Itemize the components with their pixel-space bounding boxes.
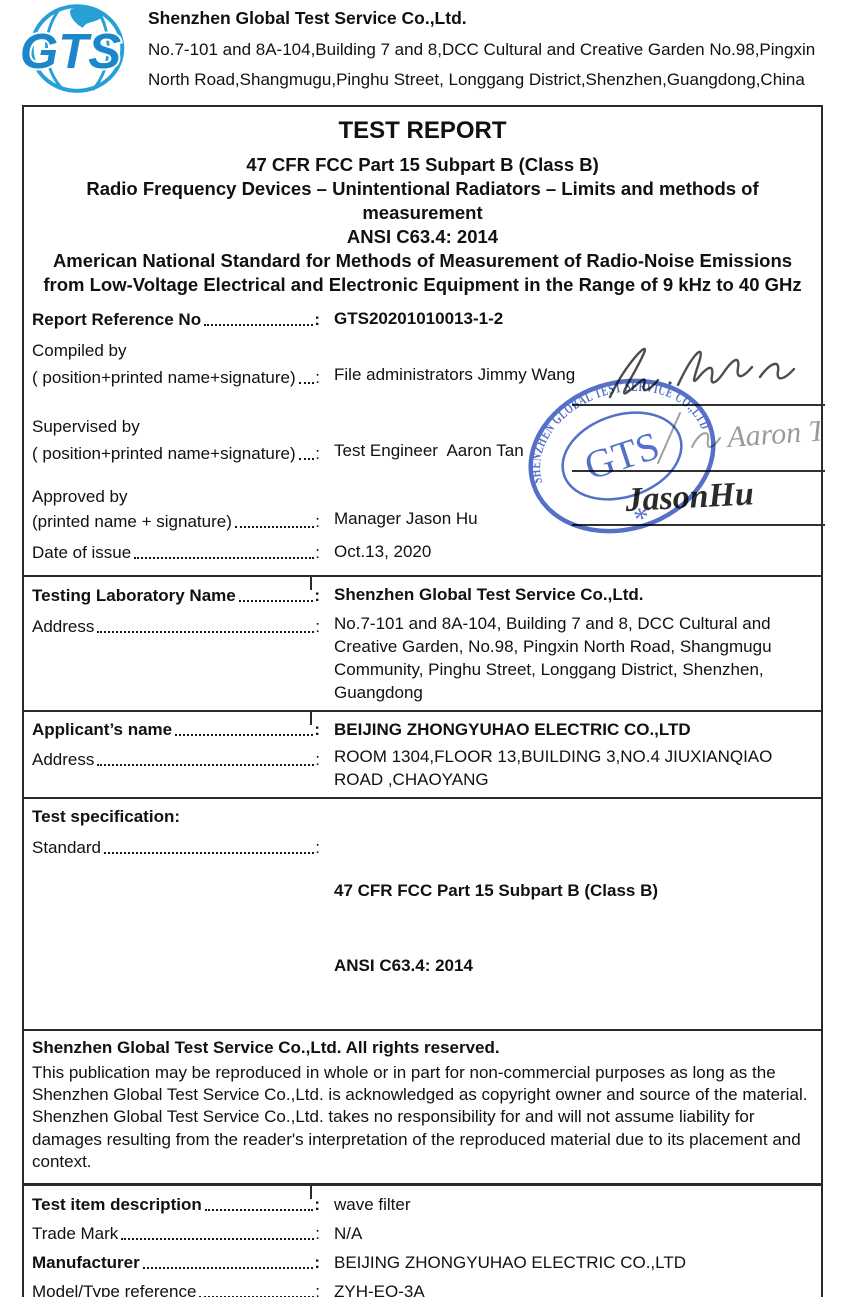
row-applicant-name: Applicant’s name: BEIJING ZHONGYUHAO ELE… (32, 716, 813, 745)
compiled-by-block: Compiled by ( position+printed name+sign… (32, 338, 813, 388)
row-trade-mark: Trade Mark: N/A (32, 1220, 813, 1249)
title-standard-2: Radio Frequency Devices – Unintentional … (86, 178, 759, 224)
title-standard-3: ANSI C63.4: 2014 (346, 226, 499, 248)
letterhead-text: Shenzhen Global Test Service Co.,Ltd. No… (142, 2, 815, 100)
compiled-by-label: Compiled by (32, 341, 127, 361)
dotted-leader (97, 763, 315, 766)
report-reference-value: GTS20201010013-1-2 (334, 309, 504, 329)
standard-label: Standard (32, 837, 101, 857)
section-item-details: Test item description: wave filter Trade… (24, 1185, 821, 1297)
supervised-by-label: Supervised by (32, 417, 140, 437)
row-date-of-issue: Date of issue: Oct.13, 2020 (32, 538, 813, 567)
dotted-leader (175, 734, 314, 737)
rights-reserved-line: Shenzhen Global Test Service Co.,Ltd. Al… (32, 1038, 500, 1058)
lab-name-value: Shenzhen Global Test Service Co.,Ltd. (334, 585, 644, 605)
dotted-leader (298, 382, 315, 385)
date-of-issue-value: Oct.13, 2020 (334, 542, 432, 562)
approved-by-value: Manager Jason Hu (334, 509, 478, 529)
report-box: TEST REPORT 47 CFR FCC Part 15 Subpart B… (22, 105, 825, 1297)
report-title: TEST REPORT (338, 117, 507, 144)
lab-address-value: No.7-101 and 8A-104, Building 7 and 8, D… (334, 614, 777, 702)
row-approved-by: (printed name + signature): Manager Jaso… (32, 508, 813, 532)
title-standard-4: American National Standard for Methods o… (43, 250, 802, 296)
gts-logo-icon: GTS (18, 4, 125, 93)
report-reference-label: Report Reference No (32, 309, 202, 329)
applicant-address-label: Address (32, 749, 95, 769)
row-standard: Standard: 47 CFR FCC Part 15 Subpart B (… (32, 833, 813, 1026)
title-standard-1: 47 CFR FCC Part 15 Subpart B (Class B) (246, 154, 599, 175)
dotted-leader (238, 599, 314, 602)
compiled-by-value: File administrators Jimmy Wang (334, 365, 576, 385)
dotted-leader (298, 458, 315, 461)
row-manufacturer: Manufacturer: BEIJING ZHONGYUHAO ELECTRI… (32, 1249, 813, 1278)
lab-name-label: Testing Laboratory Name (32, 585, 236, 605)
row-applicant-address: Address: ROOM 1304,FLOOR 13,BUILDING 3,N… (32, 745, 813, 793)
applicant-address-value: ROOM 1304,FLOOR 13,BUILDING 3,NO.4 JIUXI… (334, 746, 778, 789)
dotted-leader (121, 1238, 315, 1241)
dotted-leader (234, 526, 315, 529)
section-laboratory: Testing Laboratory Name: Shenzhen Global… (24, 577, 821, 712)
date-of-issue-label: Date of issue (32, 542, 132, 562)
lab-address-label: Address (32, 617, 95, 637)
test-item-value: wave filter (334, 1194, 411, 1214)
section-test-specification: Test specification: Standard: 47 CFR FCC… (24, 799, 821, 1032)
letterhead: GTS Shenzhen Global Test Service Co.,Ltd… (14, 2, 829, 100)
column-divider-tick (310, 1185, 312, 1199)
dotted-leader (104, 851, 315, 854)
trade-mark-label: Trade Mark (32, 1224, 119, 1244)
standard-value-line-1: 47 CFR FCC Part 15 Subpart B (Class B) (334, 880, 659, 900)
copyright-paragraph: This publication may be reproduced in wh… (32, 1063, 808, 1171)
approved-by-block: Approved by (printed name + signature): … (32, 486, 813, 532)
model-label: Model/Type reference (32, 1282, 197, 1297)
dotted-leader (204, 1209, 314, 1212)
test-specification-heading: Test specification: (32, 806, 180, 826)
column-divider-tick (310, 577, 312, 591)
applicant-name-label: Applicant’s name (32, 720, 173, 740)
logo-text: GTS (20, 24, 121, 79)
section-applicant: Applicant’s name: BEIJING ZHONGYUHAO ELE… (24, 711, 821, 799)
section-approvals: Report Reference No: GTS20201010013-1-2 … (24, 301, 821, 578)
row-test-item: Test item description: wave filter (32, 1191, 813, 1220)
standard-value-line-2: ANSI C63.4: 2014 (334, 956, 473, 976)
manufacturer-value: BEIJING ZHONGYUHAO ELECTRIC CO.,LTD (334, 1252, 687, 1272)
supervised-by-value: Test Engineer Aaron Tan (334, 441, 524, 461)
row-lab-name: Testing Laboratory Name: Shenzhen Global… (32, 581, 813, 610)
company-name: Shenzhen Global Test Service Co.,Ltd. (148, 8, 467, 28)
model-value: ZYH-EO-3A (334, 1281, 425, 1297)
title-block: TEST REPORT 47 CFR FCC Part 15 Subpart B… (24, 107, 821, 301)
test-item-label: Test item description (32, 1195, 202, 1215)
row-lab-address: Address: No.7-101 and 8A-104, Building 7… (32, 612, 813, 706)
dotted-leader (204, 323, 314, 326)
approved-by-label: Approved by (32, 487, 128, 507)
supervised-by-block: Supervised by ( position+printed name+si… (32, 414, 813, 464)
row-report-reference: Report Reference No: GTS20201010013-1-2 (32, 305, 813, 334)
company-address-line-1: No.7-101 and 8A-104,Building 7 and 8,DCC… (148, 40, 816, 59)
dotted-leader (142, 1267, 314, 1270)
company-address-line-2: North Road,Shangmugu,Pinghu Street, Long… (148, 70, 805, 90)
row-supervised-by: ( position+printed name+signature): Test… (32, 440, 813, 464)
row-compiled-by: ( position+printed name+signature): File… (32, 364, 813, 388)
column-divider-tick (310, 711, 312, 725)
manufacturer-label: Manufacturer (32, 1253, 140, 1273)
dotted-leader (97, 631, 315, 634)
trade-mark-value: N/A (334, 1223, 363, 1243)
applicant-name-value: BEIJING ZHONGYUHAO ELECTRIC CO.,LTD (334, 719, 691, 739)
section-copyright: Shenzhen Global Test Service Co.,Ltd. Al… (24, 1031, 821, 1186)
row-model: Model/Type reference: ZYH-EO-3A (32, 1278, 813, 1297)
dotted-leader (134, 556, 315, 559)
